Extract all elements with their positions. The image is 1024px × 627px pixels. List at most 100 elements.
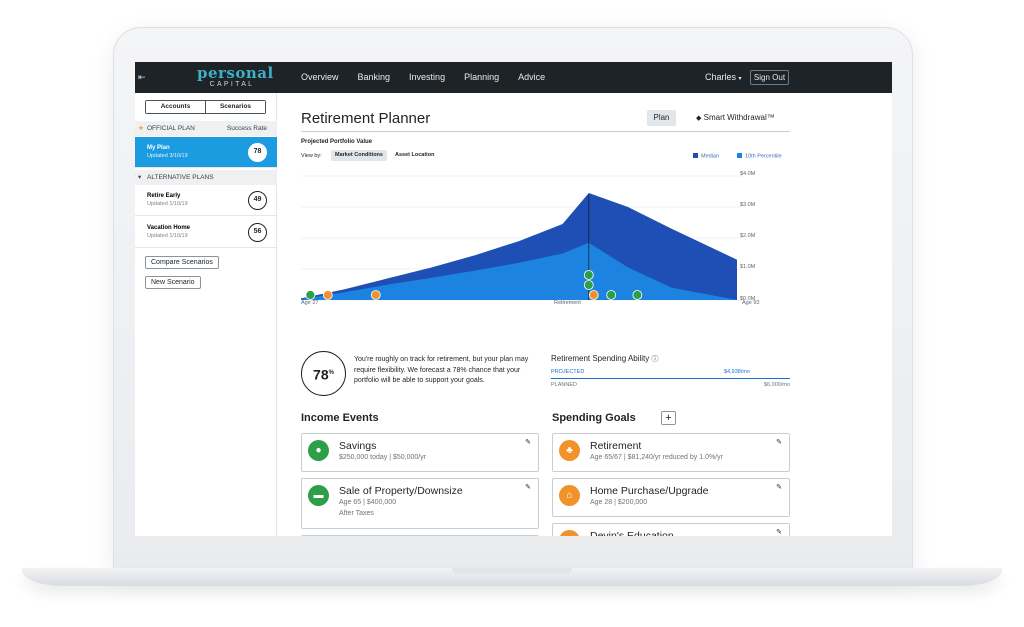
user-name: Charles bbox=[705, 72, 737, 82]
legend-median-label: Median bbox=[701, 153, 720, 160]
top-nav-bar: ⇤ personal CAPITAL Overview Banking Inve… bbox=[135, 62, 892, 93]
portfolio-chart[interactable] bbox=[301, 168, 791, 326]
laptop-notch bbox=[452, 568, 572, 574]
tab-scenarios[interactable]: Scenarios bbox=[205, 101, 265, 113]
income-event-card[interactable]: ● Savings $250,000 today | $50,000/yr ✎ bbox=[301, 433, 539, 472]
rsa-projected-label: PROJECTED bbox=[551, 369, 585, 375]
spending-goal-marker[interactable] bbox=[322, 290, 333, 300]
user-menu[interactable]: Charles ▾ bbox=[705, 72, 742, 82]
new-scenario-button[interactable]: New Scenario bbox=[145, 276, 201, 289]
income-event-card[interactable]: ▬ Sale of Property/Downsize Age 65 | $40… bbox=[301, 478, 539, 529]
pencil-icon[interactable]: ✎ bbox=[776, 484, 782, 491]
app-screen: ⇤ personal CAPITAL Overview Banking Inve… bbox=[135, 62, 892, 536]
nav-item-banking[interactable]: Banking bbox=[357, 72, 391, 82]
series-area-10th-percentile bbox=[301, 242, 737, 300]
y-tick-label: $0.0M bbox=[740, 296, 756, 302]
plan-item-my-plan[interactable]: My Plan Updated 3/10/19 78 bbox=[135, 137, 277, 168]
spending-goal-card[interactable]: ▲ Devin's Education In 2031 | $32,000/yr… bbox=[552, 523, 790, 536]
x-label-age-27: Age 27 bbox=[301, 300, 319, 306]
plan-item-vacation-home[interactable]: Vacation Home Updated 1/10/19 56 bbox=[135, 217, 277, 248]
plan-name: My Plan bbox=[147, 145, 170, 151]
income-event-card[interactable]: ▭ Sarah's Social Security In 2046 | $36,… bbox=[301, 535, 539, 536]
laptop-base bbox=[22, 568, 1002, 586]
pencil-icon[interactable]: ✎ bbox=[525, 439, 531, 446]
logo[interactable]: personal CAPITAL bbox=[197, 66, 273, 89]
main-content: Retirement Planner Plan ◆ Smart Withdraw… bbox=[278, 93, 892, 536]
pencil-icon[interactable]: ✎ bbox=[525, 484, 531, 491]
plan-item-retire-early[interactable]: Retire Early Updated 1/10/19 49 bbox=[135, 185, 277, 216]
y-tick-label: $4.0M bbox=[740, 171, 756, 177]
view-asset-location[interactable]: Asset Location bbox=[395, 152, 435, 158]
event-detail: $250,000 today | $50,000/yr bbox=[339, 454, 427, 461]
official-plan-label: OFFICIAL PLAN bbox=[147, 125, 195, 132]
nav-item-investing[interactable]: Investing bbox=[409, 72, 446, 82]
plan-button[interactable]: Plan bbox=[647, 110, 676, 126]
goal-name: Home Purchase/Upgrade bbox=[590, 485, 709, 497]
goal-name: Devin's Education bbox=[590, 530, 674, 536]
home-icon: ⌂ bbox=[559, 485, 580, 506]
chart-title: Projected Portfolio Value bbox=[301, 139, 373, 145]
income-event-marker[interactable] bbox=[583, 270, 594, 280]
spending-goal-marker[interactable] bbox=[588, 290, 599, 300]
y-tick-label: $1.0M bbox=[740, 264, 756, 270]
alternative-plans-header[interactable]: ▾ ALTERNATIVE PLANS bbox=[135, 170, 277, 185]
success-rate-circle: 78% bbox=[301, 351, 346, 396]
plan-name: Retire Early bbox=[147, 193, 181, 199]
nav-item-advice[interactable]: Advice bbox=[518, 72, 546, 82]
title-divider bbox=[301, 131, 790, 132]
caret-down-icon: ▾ bbox=[138, 174, 142, 181]
success-unit: % bbox=[328, 370, 334, 376]
smart-withdrawal-link[interactable]: ◆ Smart Withdrawal™ bbox=[696, 113, 775, 122]
income-event-marker[interactable] bbox=[583, 280, 594, 290]
rsa-planned-value: $6,000/mo bbox=[764, 382, 790, 388]
main-nav: Overview Banking Investing Planning Advi… bbox=[301, 72, 564, 82]
income-event-marker[interactable] bbox=[305, 290, 316, 300]
spending-goal-marker[interactable] bbox=[370, 290, 381, 300]
success-score: 49 bbox=[248, 191, 267, 210]
graduation-cap-icon: ▲ bbox=[559, 530, 580, 536]
success-value: 78 bbox=[313, 366, 329, 383]
palm-tree-icon: ♣ bbox=[559, 440, 580, 461]
spending-goal-card[interactable]: ♣ Retirement Age 65/67 | $81,240/yr redu… bbox=[552, 433, 790, 472]
sidebar-tabs: Accounts Scenarios bbox=[145, 100, 266, 114]
goal-detail: Age 28 | $200,000 bbox=[590, 499, 648, 506]
pencil-icon[interactable]: ✎ bbox=[776, 529, 782, 536]
spending-goals-title: Spending Goals bbox=[552, 412, 636, 424]
page-title: Retirement Planner bbox=[301, 110, 431, 127]
pencil-icon[interactable]: ✎ bbox=[776, 439, 782, 446]
sign-out-button[interactable]: Sign Out bbox=[750, 70, 789, 85]
goal-name: Retirement bbox=[590, 440, 642, 452]
sidebar: Accounts Scenarios ★ OFFICIAL PLAN Succe… bbox=[135, 93, 277, 536]
rsa-projected-row: PROJECTED $4,938/mo bbox=[551, 369, 790, 379]
goal-detail: Age 65/67 | $81,240/yr reduced by 1.0%/y… bbox=[590, 454, 723, 461]
spending-goal-card[interactable]: ⌂ Home Purchase/Upgrade Age 28 | $200,00… bbox=[552, 478, 790, 517]
success-description: You're roughly on track for retirement, … bbox=[354, 356, 529, 384]
view-market-conditions[interactable]: Market Conditions bbox=[331, 150, 387, 161]
plan-updated: Updated 3/10/19 bbox=[147, 153, 188, 159]
x-label-retirement: Retirement bbox=[554, 300, 581, 306]
event-note: After Taxes bbox=[339, 510, 374, 517]
collapse-sidebar-icon[interactable]: ⇤ bbox=[138, 72, 146, 82]
event-detail: Age 65 | $400,000 bbox=[339, 499, 397, 506]
income-event-marker[interactable] bbox=[632, 290, 643, 300]
alternative-plans-label: ALTERNATIVE PLANS bbox=[147, 174, 214, 181]
event-name: Sale of Property/Downsize bbox=[339, 485, 463, 497]
rsa-title-text: Retirement Spending Ability bbox=[551, 354, 650, 363]
income-events-title: Income Events bbox=[301, 412, 379, 424]
add-income-event-button[interactable]: + bbox=[661, 411, 676, 425]
success-score: 56 bbox=[248, 223, 267, 242]
nav-item-planning[interactable]: Planning bbox=[464, 72, 500, 82]
official-plan-header: ★ OFFICIAL PLAN Success Rate bbox=[135, 121, 277, 136]
tab-accounts[interactable]: Accounts bbox=[146, 101, 205, 113]
info-icon[interactable]: ⓘ bbox=[651, 356, 659, 363]
nav-item-overview[interactable]: Overview bbox=[301, 72, 339, 82]
success-rate-label: Success Rate bbox=[226, 125, 267, 132]
plan-updated: Updated 1/10/19 bbox=[147, 233, 188, 239]
compare-scenarios-button[interactable]: Compare Scenarios bbox=[145, 256, 219, 269]
legend-median: Median bbox=[693, 153, 719, 160]
event-name: Savings bbox=[339, 440, 377, 452]
success-score: 78 bbox=[248, 143, 267, 162]
income-event-marker[interactable] bbox=[606, 290, 617, 300]
plan-name: Vacation Home bbox=[147, 225, 191, 231]
